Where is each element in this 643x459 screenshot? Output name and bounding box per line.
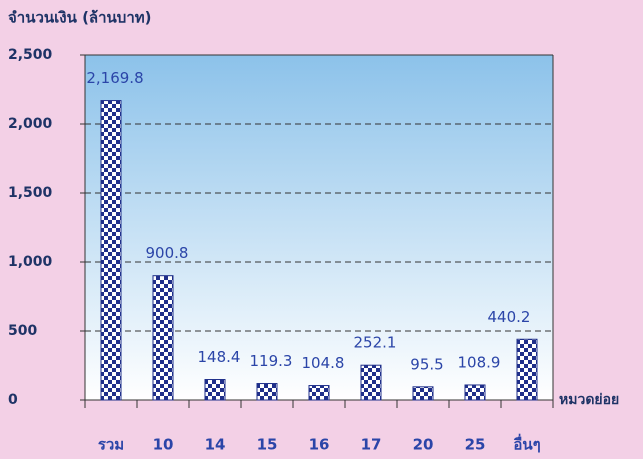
bar [360, 364, 382, 401]
bar [152, 275, 174, 401]
bar [204, 379, 226, 401]
x-tick-label: 16 [309, 436, 330, 454]
x-tick-label: อื่นๆ [513, 434, 540, 454]
data-label: 95.5 [410, 355, 443, 373]
data-label: 900.8 [146, 244, 189, 262]
y-tick-label: 1,500 [8, 185, 53, 201]
bar [516, 338, 538, 401]
y-tick-label: 2,500 [8, 47, 53, 63]
data-label: 104.8 [302, 354, 345, 372]
bar [412, 386, 434, 401]
data-label: 2,169.8 [86, 69, 143, 87]
x-tick-label: 25 [465, 436, 486, 454]
data-label: 252.1 [354, 334, 397, 352]
y-tick-label: 2,000 [8, 116, 53, 132]
data-label: 148.4 [198, 348, 241, 366]
data-label: 440.2 [488, 308, 531, 326]
x-tick-label: 14 [205, 436, 226, 454]
bar [464, 384, 486, 401]
data-label: 108.9 [458, 353, 501, 371]
x-axis-title: หมวดย่อย [559, 392, 619, 408]
x-tick-label: 20 [413, 436, 434, 454]
y-tick-label: 0 [8, 392, 18, 408]
x-tick-label: 10 [153, 436, 174, 454]
bar [308, 385, 330, 401]
bar [256, 383, 278, 401]
y-tick-label: 1,000 [8, 254, 53, 270]
x-tick-label: รวม [98, 436, 124, 454]
y-tick-label: 500 [8, 323, 37, 339]
y-axis-title: จำนวนเงิน (ล้านบาท) [8, 9, 151, 27]
bar [100, 100, 122, 401]
x-tick-label: 15 [257, 436, 278, 454]
data-label: 119.3 [250, 352, 293, 370]
x-tick-label: 17 [361, 436, 382, 454]
